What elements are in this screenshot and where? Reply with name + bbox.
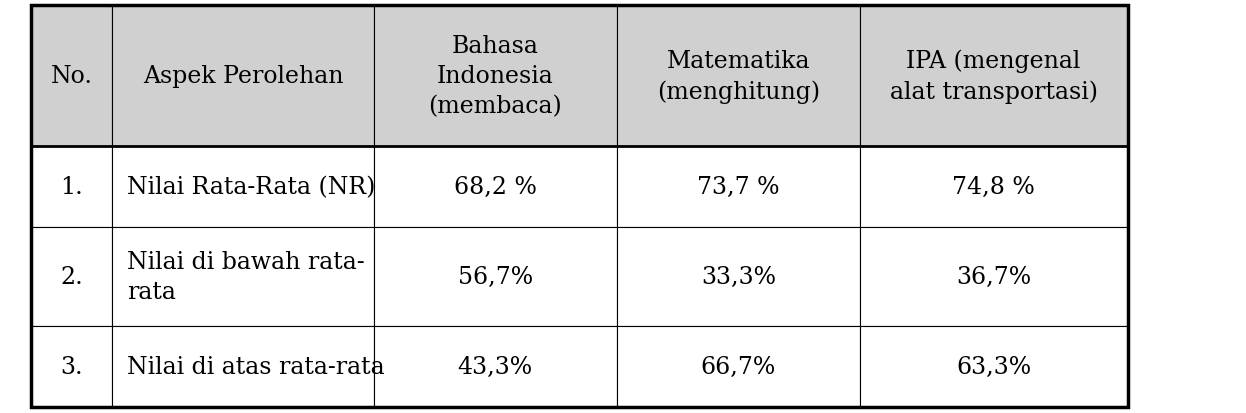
Bar — [374, 147, 617, 227]
Text: 1.: 1. — [60, 176, 83, 198]
Text: Matematika
(menghitung): Matematika (menghitung) — [657, 50, 820, 103]
Bar — [374, 326, 617, 407]
Bar — [617, 147, 860, 227]
Text: 73,7 %: 73,7 % — [697, 176, 780, 198]
Text: 66,7%: 66,7% — [700, 355, 776, 378]
Bar — [860, 147, 1128, 227]
Bar — [617, 326, 860, 407]
Bar — [617, 227, 860, 326]
Text: 43,3%: 43,3% — [457, 355, 533, 378]
Bar — [617, 6, 860, 147]
Bar — [31, 326, 112, 407]
Bar — [31, 6, 1128, 407]
Text: No.: No. — [51, 65, 92, 88]
Text: Nilai di bawah rata-
rata: Nilai di bawah rata- rata — [127, 250, 365, 303]
Text: 63,3%: 63,3% — [956, 355, 1032, 378]
Text: 36,7%: 36,7% — [956, 265, 1032, 288]
Text: Aspek Perolehan: Aspek Perolehan — [143, 65, 343, 88]
Text: IPA (mengenal
alat transportasi): IPA (mengenal alat transportasi) — [890, 49, 1098, 104]
Text: 56,7%: 56,7% — [457, 265, 533, 288]
Bar — [860, 6, 1128, 147]
Bar — [112, 326, 374, 407]
Bar — [860, 227, 1128, 326]
Bar — [112, 6, 374, 147]
Bar — [860, 326, 1128, 407]
Bar — [112, 147, 374, 227]
Text: Bahasa
Indonesia
(membaca): Bahasa Indonesia (membaca) — [429, 35, 562, 118]
Text: 2.: 2. — [60, 265, 83, 288]
Text: 3.: 3. — [60, 355, 83, 378]
Text: 74,8 %: 74,8 % — [952, 176, 1035, 198]
Text: Nilai Rata-Rata (NR): Nilai Rata-Rata (NR) — [127, 176, 375, 198]
Text: 68,2 %: 68,2 % — [454, 176, 537, 198]
Text: Nilai di atas rata-rata: Nilai di atas rata-rata — [127, 355, 385, 378]
Bar — [31, 227, 112, 326]
Bar — [374, 6, 617, 147]
Text: 33,3%: 33,3% — [700, 265, 776, 288]
Bar — [112, 227, 374, 326]
Bar — [374, 227, 617, 326]
Bar — [31, 6, 112, 147]
Bar — [31, 147, 112, 227]
